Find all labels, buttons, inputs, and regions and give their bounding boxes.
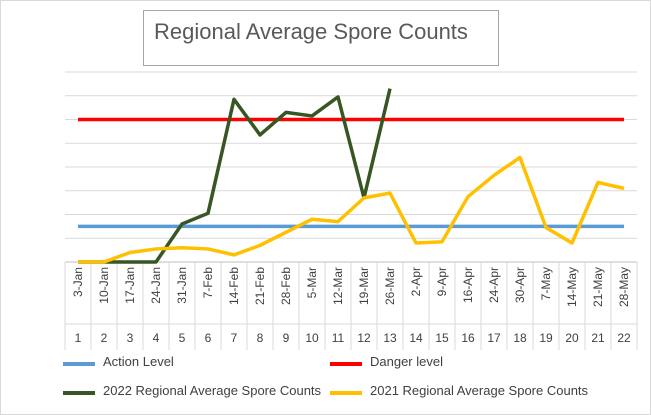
legend-swatch-action-level bbox=[63, 362, 95, 366]
x-tick-label: 19-Mar bbox=[357, 267, 371, 305]
legend-swatch-2022 bbox=[63, 391, 95, 395]
week-number-label: 7 bbox=[231, 331, 238, 345]
week-number-label: 20 bbox=[565, 331, 579, 345]
x-tick-label: 21-Feb bbox=[253, 267, 267, 305]
series-line-3 bbox=[78, 155, 625, 264]
week-number-label: 18 bbox=[513, 331, 527, 345]
week-number-label: 2 bbox=[101, 331, 108, 345]
x-tick-label: 14-May bbox=[565, 267, 579, 307]
x-tick-label: 16-Apr bbox=[461, 267, 475, 303]
week-number-label: 8 bbox=[257, 331, 264, 345]
x-tick-label: 9-Apr bbox=[435, 267, 449, 296]
week-number-label: 21 bbox=[591, 331, 605, 345]
series-line-2 bbox=[78, 88, 392, 264]
week-number-label: 19 bbox=[539, 331, 553, 345]
legend-label-action-level: Action Level bbox=[103, 354, 174, 369]
week-number-label: 4 bbox=[153, 331, 160, 345]
x-tick-label: 30-Apr bbox=[513, 267, 527, 303]
x-tick-label: 10-Jan bbox=[97, 267, 111, 304]
x-tick-label: 7-Feb bbox=[201, 267, 215, 299]
week-number-label: 3 bbox=[127, 331, 134, 345]
x-tick-label: 24-Apr bbox=[487, 267, 501, 303]
x-tick-label: 31-Jan bbox=[175, 267, 189, 304]
chart-title: Regional Average Spore Counts bbox=[154, 19, 468, 44]
x-tick-label: 12-Mar bbox=[331, 267, 345, 305]
legend-label-2021: 2021 Regional Average Spore Counts bbox=[370, 383, 589, 398]
legend-label-2022: 2022 Regional Average Spore Counts bbox=[103, 383, 322, 398]
x-tick-label: 21-May bbox=[591, 267, 605, 307]
x-tick-label: 3-Jan bbox=[71, 267, 85, 297]
x-axis-labels: 3-Jan 1 10-Jan 2 17-Jan 3 24-Jan 4 31-Jan 5 7-Feb 6… bbox=[71, 267, 631, 345]
x-tick-label: 14-Feb bbox=[227, 267, 241, 305]
legend-swatch-2021 bbox=[330, 391, 362, 395]
week-number-label: 15 bbox=[435, 331, 449, 345]
week-number-label: 13 bbox=[383, 331, 397, 345]
legend-label-danger-level: Danger level bbox=[370, 354, 443, 369]
week-number-label: 11 bbox=[332, 331, 345, 345]
week-number-label: 6 bbox=[205, 331, 212, 345]
x-tick-label: 5-Mar bbox=[305, 267, 319, 298]
week-number-label: 1 bbox=[75, 331, 82, 345]
series-lines bbox=[78, 88, 625, 264]
week-number-label: 22 bbox=[617, 331, 631, 345]
week-number-label: 12 bbox=[357, 331, 371, 345]
legend-swatch-danger-level bbox=[330, 362, 362, 366]
chart-title-box: Regional Average Spore Counts bbox=[143, 10, 499, 66]
week-number-label: 10 bbox=[305, 331, 319, 345]
x-tick-label: 26-Mar bbox=[383, 267, 397, 305]
x-tick-label: 24-Jan bbox=[149, 267, 163, 304]
week-number-label: 14 bbox=[409, 331, 423, 345]
week-number-label: 16 bbox=[461, 331, 475, 345]
week-number-label: 9 bbox=[283, 331, 290, 345]
x-tick-label: 17-Jan bbox=[123, 267, 137, 304]
week-number-label: 5 bbox=[179, 331, 186, 345]
week-number-label: 17 bbox=[487, 331, 501, 345]
x-tick-label: 2-Apr bbox=[409, 267, 423, 296]
x-tick-label: 28-May bbox=[617, 267, 631, 307]
x-tick-label: 28-Feb bbox=[279, 267, 293, 305]
x-tick-label: 7-May bbox=[539, 267, 553, 300]
